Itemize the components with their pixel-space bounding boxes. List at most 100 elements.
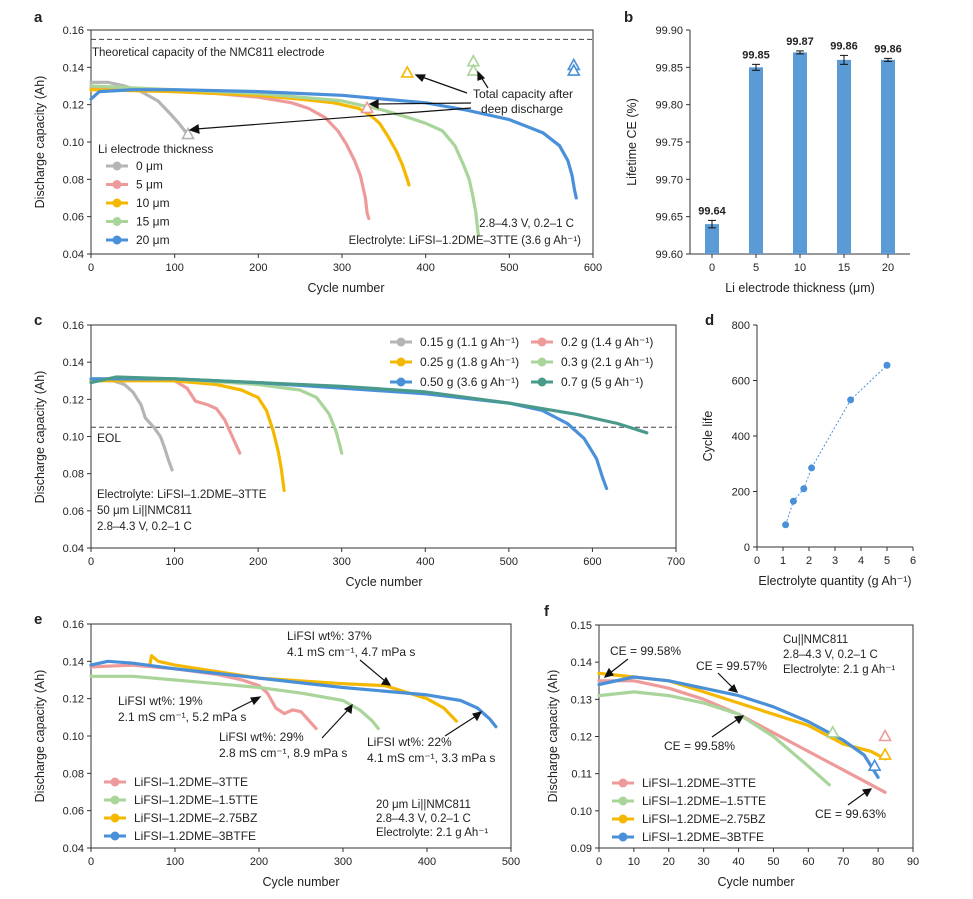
x-tick-label: 3	[832, 555, 838, 567]
x-tick-label: 0	[754, 555, 760, 567]
panel-f: f 0 10 20 30 40 50 60 70 80 90 0.09 0.10 0.11 0.12 0.1…	[544, 603, 919, 889]
panel-f-condition-1: Cu||NMC811	[783, 634, 848, 646]
panel-b-bars: 99.64 99.85 99.87 99.86 99.86	[698, 36, 902, 255]
legend-label: 0.3 g (2.1 g Ah⁻¹)	[561, 355, 653, 369]
panel-e-annotation-3b: 2.8 mS cm⁻¹, 8.9 mPa s	[219, 746, 347, 760]
panel-e-xlabel: Cycle number	[262, 875, 339, 889]
arrow-to-3btfe	[444, 715, 477, 737]
legend-swatch-dot	[618, 832, 628, 842]
y-tick-label: 0.12	[63, 100, 84, 112]
legend-swatch-dot	[112, 161, 122, 171]
series-line	[89, 674, 380, 731]
x-tick-label: 300	[333, 262, 351, 274]
panel-e-annotation-4b: 4.1 mS cm⁻¹, 3.3 mPa s	[367, 751, 495, 765]
panel-c-condition-3: 2.8–4.3 V, 0.2–1 C	[97, 521, 192, 533]
panel-c-condition-1: Electrolyte: LiFSI–1.2DME–3TTE	[97, 489, 267, 501]
y-tick-label: 99.85	[655, 62, 683, 74]
panel-e-ticks: 0 100 200 300 400 500 0.04 0.06 0.08 0.10 0.12 0.14…	[63, 619, 521, 868]
panel-e-arrows	[231, 659, 483, 739]
legend-label: LiFSI–1.2DME–1.5TTE	[642, 794, 766, 808]
x-tick-label: 0	[88, 262, 94, 274]
panel-f-ce-label-4: CE = 99.63%	[815, 807, 886, 821]
panel-e-annotation-3a: LiFSI wt%: 29%	[219, 730, 304, 744]
y-tick-label: 0.09	[571, 843, 592, 855]
bar	[881, 59, 895, 254]
panel-f-ce-label-3: CE = 99.58%	[664, 739, 735, 753]
arrow-to-2-75bz	[609, 658, 629, 674]
legend-label: LiFSI–1.2DME–2.75BZ	[642, 812, 765, 826]
panel-c-legend: 0.15 g (1.1 g Ah⁻¹) 0.2 g (1.4 g Ah⁻¹) 0.2…	[390, 335, 653, 389]
x-tick-label: 500	[500, 556, 518, 568]
legend-swatch-dot	[618, 814, 628, 824]
x-tick-label: 5	[753, 262, 759, 274]
series-line	[89, 80, 190, 137]
legend-label: LiFSI–1.2DME–1.5TTE	[134, 793, 258, 807]
arrow-head	[414, 74, 426, 83]
legend-swatch-dot	[110, 777, 120, 787]
arrow-to-3btfe	[717, 672, 734, 689]
panel-a-ticks: 0 100 200 300 400 500 600 0.04 0.06 0.08 0.10 0.12 0…	[63, 25, 603, 274]
series-line	[597, 675, 880, 779]
x-tick-label: 500	[500, 262, 518, 274]
y-tick-label: 0.15	[571, 620, 592, 632]
panel-f-ce-label-1: CE = 99.58%	[610, 644, 681, 658]
panel-f-condition-3: Electrolyte: 2.1 g Ah⁻¹	[783, 664, 895, 676]
series-line	[89, 377, 174, 472]
data-point	[808, 464, 816, 472]
panel-a-condition-2: Electrolyte: LiFSI–1.2DME–3TTE (3.6 g Ah…	[349, 235, 581, 247]
legend-label: 0.7 g (5 g Ah⁻¹)	[561, 375, 643, 389]
x-tick-label: 10	[794, 262, 806, 274]
deep-discharge-marker	[360, 100, 374, 114]
arrow-to-2-75bz	[359, 659, 386, 682]
panel-d-data	[782, 361, 891, 529]
data-point	[789, 497, 797, 505]
y-tick-label: 200	[732, 487, 750, 499]
y-tick-label: 0.04	[63, 543, 84, 555]
y-tick-label: 99.80	[655, 100, 683, 112]
legend-label: 10 μm	[136, 196, 170, 210]
y-tick-label: 99.70	[655, 174, 683, 186]
deep-discharge-marker	[566, 63, 581, 76]
bar	[793, 52, 807, 255]
panel-e-annotation-2a: LiFSI wt%: 19%	[118, 694, 203, 708]
arrow-head	[380, 676, 392, 686]
y-tick-label: 0.12	[571, 732, 592, 744]
legend-swatch-dot	[110, 831, 120, 841]
x-tick-label: 50	[767, 856, 779, 868]
panel-e-condition-3: Electrolyte: 2.1 g Ah⁻¹	[376, 827, 488, 839]
legend-label: 0.2 g (1.4 g Ah⁻¹)	[561, 335, 653, 349]
legend-swatch-dot	[396, 357, 406, 367]
arrow-head	[727, 683, 739, 693]
panel-f-xlabel: Cycle number	[717, 875, 794, 889]
y-tick-label: 600	[732, 376, 750, 388]
y-tick-label: 0.13	[571, 694, 592, 706]
legend-swatch-dot	[537, 357, 547, 367]
arrow-head	[477, 70, 486, 81]
legend-label: LiFSI–1.2DME–3BTFE	[642, 830, 764, 844]
y-tick-label: 0.14	[63, 357, 84, 369]
legend-swatch-dot	[112, 198, 122, 208]
panel-f-letter: f	[544, 603, 550, 620]
arrow-head	[368, 99, 379, 109]
y-tick-label: 0.10	[571, 806, 592, 818]
x-tick-label: 500	[502, 856, 520, 868]
legend-swatch-dot	[396, 337, 406, 347]
x-tick-label: 700	[667, 556, 685, 568]
panel-c-ylabel: Discharge capacity (Ah)	[33, 371, 47, 504]
panel-e-annotation-1a: LiFSI wt%: 37%	[287, 629, 372, 643]
y-tick-label: 0.16	[63, 25, 84, 37]
y-tick-label: 0.16	[63, 320, 84, 332]
panel-a-legend-title: Li electrode thickness	[98, 142, 213, 156]
y-tick-label: 0.14	[571, 657, 592, 669]
legend-swatch-dot	[110, 795, 120, 805]
bar	[837, 59, 851, 254]
legend-label: LiFSI–1.2DME–3TTE	[642, 776, 756, 790]
x-tick-label: 40	[732, 856, 744, 868]
x-tick-label: 0	[88, 556, 94, 568]
y-tick-label: 99.75	[655, 137, 683, 149]
panel-a: a 0 100 200 300 400 500 600 0.04 0.06 0.08 0.10 0.1…	[33, 9, 602, 295]
y-tick-label: 0.12	[63, 694, 84, 706]
legend-label: 0.50 g (3.6 g Ah⁻¹)	[420, 375, 519, 389]
x-tick-label: 400	[418, 856, 436, 868]
x-tick-label: 200	[249, 262, 267, 274]
